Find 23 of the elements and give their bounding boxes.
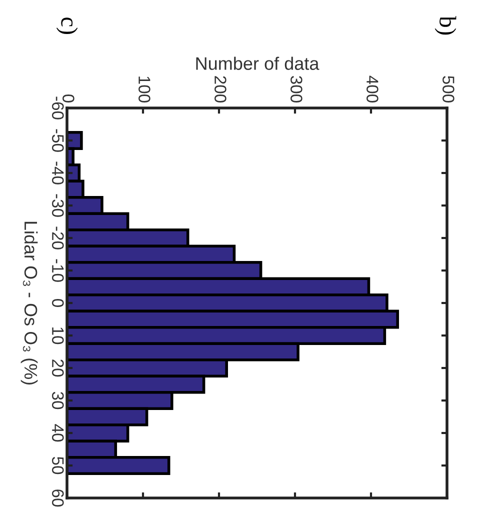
y-tick-label: 60 <box>52 490 64 507</box>
y-tick-label: -40 <box>52 162 64 184</box>
y-tick-label: -50 <box>52 129 64 152</box>
y-tick-label: 40 <box>52 424 64 442</box>
y-tick-label: 20 <box>52 360 64 377</box>
y-tick-label: 10 <box>52 328 64 344</box>
y-tick-label: 50 <box>52 456 64 474</box>
text: b) <box>434 16 456 35</box>
y-tick-label: 30 <box>52 392 64 410</box>
x-axis-title: Number of data <box>196 56 320 70</box>
y-tick-label: -20 <box>52 226 64 250</box>
y-tick-label: -10 <box>52 259 64 282</box>
x-tick-label: 300 <box>290 76 302 102</box>
x-tick-label: 400 <box>366 76 378 102</box>
x-tick-label: 100 <box>138 76 150 102</box>
y-tick-label: -30 <box>52 194 64 217</box>
y-axis-title: Lidar O₃ - Os O₃ (%) <box>20 222 38 384</box>
y-tick-label: 0 <box>52 299 64 307</box>
text: c) <box>56 18 78 34</box>
x-tick-label: 200 <box>214 76 226 102</box>
x-tick-label: 500 <box>442 76 454 102</box>
x-tick-label: 0 <box>62 94 74 102</box>
y-tick-label: -60 <box>52 96 64 120</box>
